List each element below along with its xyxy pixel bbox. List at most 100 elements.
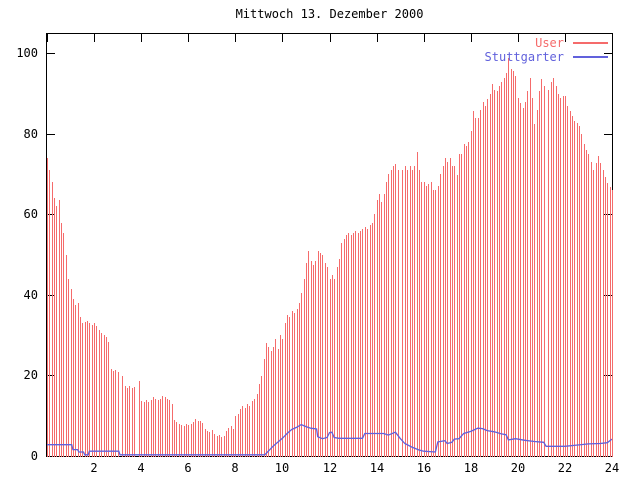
impulse-bar — [478, 117, 479, 457]
impulse-bar — [165, 397, 166, 457]
impulse-bar — [252, 401, 253, 457]
impulse-bar — [395, 163, 396, 457]
impulse-bar — [388, 174, 389, 457]
impulse-bar — [273, 347, 274, 457]
y-axis-label: 80 — [23, 127, 38, 141]
impulse-bar — [598, 155, 599, 457]
impulse-bar — [603, 170, 604, 457]
impulse-bar — [266, 343, 267, 457]
impulse-bar — [534, 123, 535, 457]
impulse-bar — [332, 274, 333, 457]
impulse-bar — [471, 130, 472, 457]
impulse-bar — [402, 170, 403, 457]
x-axis-label: 14 — [369, 461, 385, 475]
impulse-bar — [450, 158, 451, 457]
impulse-bar — [186, 424, 187, 457]
y-axis-labels: 0 20 40 60 80 100 — [0, 34, 40, 463]
impulse-bar — [195, 419, 196, 457]
y-tick-mark — [47, 53, 55, 54]
impulse-bar — [257, 394, 258, 457]
legend-label-user: User — [535, 36, 564, 50]
impulse-bar — [494, 89, 495, 457]
impulse-bar — [433, 190, 434, 457]
impulse-bar — [565, 95, 566, 457]
impulse-bar — [308, 250, 309, 457]
impulse-bar — [75, 305, 76, 457]
impulse-bar — [530, 77, 531, 457]
x-axis-label: 4 — [137, 461, 145, 475]
impulse-bar — [188, 425, 189, 457]
impulse-bar — [160, 398, 161, 457]
impulse-bar — [176, 421, 177, 457]
x-axis-label: 10 — [274, 461, 290, 475]
impulse-bar — [365, 226, 366, 457]
impulse-bar — [483, 101, 484, 457]
legend-row-user: User — [485, 36, 608, 50]
y-axis-label: 0 — [30, 449, 38, 463]
impulse-bar — [268, 347, 269, 457]
y-tick-mark — [47, 375, 55, 376]
impulse-bar — [297, 309, 298, 457]
y-tick-mark — [604, 214, 612, 215]
impulse-bar — [61, 222, 62, 457]
impulse-bar — [570, 110, 571, 457]
impulse-bar — [280, 335, 281, 457]
impulse-bar — [212, 430, 213, 457]
legend: User Stuttgarter — [485, 36, 608, 64]
impulse-bar — [457, 175, 458, 457]
impulse-bar — [132, 387, 133, 457]
impulse-bar — [113, 371, 114, 457]
impulse-bar — [577, 123, 578, 457]
impulse-bar — [579, 125, 580, 457]
impulse-bar — [71, 288, 72, 457]
impulse-bar — [553, 77, 554, 457]
impulse-bar — [259, 383, 260, 457]
impulse-bar — [572, 115, 573, 457]
impulse-bar — [539, 90, 540, 457]
y-tick-mark — [604, 456, 612, 457]
impulse-bar — [94, 323, 95, 457]
impulse-bar — [334, 278, 335, 457]
x-tick-mark — [188, 34, 189, 42]
y-tick-mark — [604, 134, 612, 135]
impulse-bar — [228, 428, 229, 457]
impulse-bar — [174, 419, 175, 457]
impulse-bar — [315, 260, 316, 457]
impulse-bar — [461, 154, 462, 457]
impulse-bar — [245, 408, 246, 457]
impulse-bar — [468, 141, 469, 457]
impulse-bar — [106, 337, 107, 457]
impulse-bar — [181, 424, 182, 457]
impulse-bar — [424, 182, 425, 457]
impulse-bar — [506, 72, 507, 457]
x-tick-mark — [330, 34, 331, 42]
impulse-bar — [73, 299, 74, 457]
impulse-bar — [158, 400, 159, 457]
impulse-bar — [304, 278, 305, 457]
impulse-bar — [480, 109, 481, 457]
impulse-bar — [66, 254, 67, 457]
impulse-bar — [537, 109, 538, 457]
x-tick-mark — [518, 34, 519, 42]
impulse-bar — [600, 162, 601, 457]
impulse-bar — [381, 202, 382, 457]
impulse-bar — [548, 89, 549, 457]
x-tick-mark — [471, 34, 472, 42]
x-tick-mark — [612, 34, 613, 42]
legend-row-stuttgarter: Stuttgarter — [485, 50, 608, 64]
x-axis-label: 2 — [90, 461, 98, 475]
impulse-bar — [556, 85, 557, 457]
impulse-bar — [235, 416, 236, 457]
x-axis-labels: 2 4 6 8 10 12 14 16 18 20 22 24 — [47, 461, 637, 477]
impulse-bar — [129, 385, 130, 457]
impulse-bar — [344, 238, 345, 457]
impulse-bar — [607, 183, 608, 457]
impulse-bar — [247, 404, 248, 457]
impulse-bar — [490, 93, 491, 457]
impulse-bar — [191, 423, 192, 457]
impulse-bar — [586, 150, 587, 457]
impulse-bar — [447, 162, 448, 457]
legend-line-sample-user — [573, 42, 608, 44]
impulse-bar — [207, 431, 208, 457]
impulse-bar — [384, 194, 385, 457]
